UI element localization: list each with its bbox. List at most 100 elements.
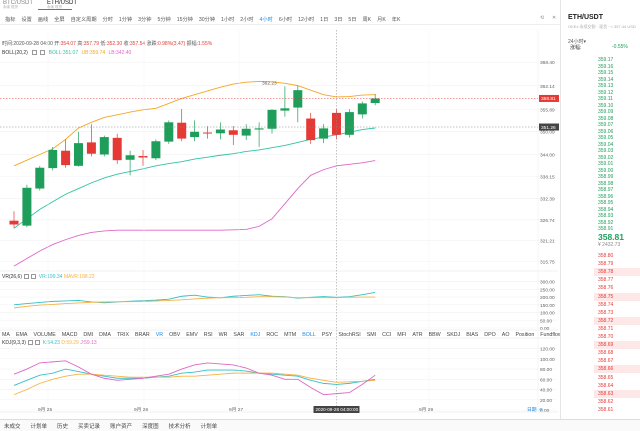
ask-row[interactable]: 359.11: [598, 96, 613, 102]
bid-row[interactable]: 358.80: [598, 253, 614, 259]
candle-body[interactable]: [370, 98, 380, 104]
vr-close-button[interactable]: [31, 274, 37, 280]
ask-row[interactable]: 359.06: [598, 128, 614, 135]
toolbar-item-6[interactable]: 1分钟: [118, 16, 133, 23]
bid-row[interactable]: 358.73: [598, 309, 614, 316]
bid-row[interactable]: 358.74: [598, 301, 614, 308]
candle-body[interactable]: [203, 132, 212, 134]
ask-row[interactable]: 359.05: [598, 135, 614, 141]
indicator-position[interactable]: Position: [515, 332, 535, 338]
candle-body[interactable]: [228, 130, 238, 135]
candle-body[interactable]: [9, 220, 19, 225]
bid-row[interactable]: 358.65: [598, 374, 614, 381]
bid-row[interactable]: 358.64: [598, 382, 614, 389]
ask-row[interactable]: 359.16: [598, 63, 614, 70]
indicator-smi[interactable]: SMI: [366, 332, 377, 338]
bid-row[interactable]: 358.69: [598, 342, 614, 349]
ask-row[interactable]: 359.13: [598, 83, 614, 89]
toolbar-item-1[interactable]: 设置: [21, 16, 32, 23]
bottom-tab-0[interactable]: 未成交: [4, 423, 21, 430]
bid-row[interactable]: 358.70: [598, 334, 614, 340]
ask-row[interactable]: 359.10: [598, 102, 614, 109]
toolbar-item-16[interactable]: 1日: [320, 16, 329, 23]
ask-row[interactable]: 358.94: [598, 206, 614, 213]
indicator-obv[interactable]: OBV: [169, 332, 181, 338]
toolbar-item-21[interactable]: 年K: [391, 16, 401, 23]
toolbar-item-3[interactable]: 全屏: [54, 16, 65, 23]
indicator-bias[interactable]: BIAS: [466, 332, 479, 338]
indicator-ema[interactable]: EMA: [15, 332, 28, 338]
boll-settings-button[interactable]: [32, 50, 38, 56]
indicator-roc[interactable]: ROC: [266, 332, 279, 338]
toolbar-item-4[interactable]: 自定义周期: [70, 16, 97, 23]
candle-body[interactable]: [357, 103, 367, 115]
candle-body[interactable]: [151, 141, 161, 159]
toolbar-item-13[interactable]: 4小时: [259, 16, 273, 23]
ask-row[interactable]: 358.96: [598, 193, 614, 200]
indicator-atr[interactable]: ATR: [412, 332, 423, 338]
indicator-kdj[interactable]: KDJ: [250, 332, 261, 338]
pair-tab-0[interactable]: BTC/USDT 永续 现货: [3, 0, 33, 10]
bid-row[interactable]: 358.61: [598, 406, 614, 413]
bottom-tab-1[interactable]: 计划单: [30, 423, 48, 430]
toolbar-item-5[interactable]: 分时: [102, 16, 113, 23]
ask-row[interactable]: 359.02: [598, 154, 614, 161]
kdj-close-button[interactable]: [35, 340, 41, 346]
chart-canvas[interactable]: 368.40 362.14 355.89 350.09 344.00 338.15 332.…: [0, 0, 560, 419]
indicator-dmi[interactable]: DMI: [83, 332, 94, 338]
kdj-settings-button[interactable]: [28, 340, 34, 346]
bid-row[interactable]: 358.68: [598, 350, 614, 357]
indicator-stochrsi[interactable]: StochRSI: [338, 332, 361, 338]
toolbar-item-11[interactable]: 1小时: [221, 16, 235, 23]
indicator-dma[interactable]: DMA: [99, 332, 111, 338]
toolbar-item-10[interactable]: 30分钟: [198, 16, 216, 23]
candle-body[interactable]: [164, 122, 174, 142]
toolbar-item-14[interactable]: 6小时: [278, 16, 293, 23]
candle-body[interactable]: [99, 137, 109, 155]
indicator-skdj[interactable]: SKDJ: [446, 332, 461, 338]
indicator-mfi[interactable]: MFI: [397, 332, 407, 338]
ask-row[interactable]: 359.09: [598, 109, 614, 115]
toolbar-item-9[interactable]: 15分钟: [176, 16, 193, 23]
ask-row[interactable]: 359.17: [598, 57, 614, 63]
toolbar-item-15[interactable]: 12小时: [298, 16, 315, 23]
toolbar-item-2[interactable]: 画线: [37, 16, 49, 23]
toolbar-item-0[interactable]: 指标: [5, 16, 16, 23]
toolbar-item-19[interactable]: 周K: [362, 16, 372, 23]
bid-row[interactable]: 358.75: [598, 293, 614, 300]
bid-row[interactable]: 358.66: [598, 366, 614, 373]
indicator-psy[interactable]: PSY: [321, 332, 333, 338]
indicator-macd[interactable]: MACD: [61, 332, 78, 338]
candle-body[interactable]: [306, 118, 316, 141]
bottom-tab-6[interactable]: 技术分析: [168, 423, 191, 430]
candle-body[interactable]: [280, 108, 290, 111]
toolbar-item-7[interactable]: 3分钟: [138, 16, 152, 23]
candle-body[interactable]: [293, 90, 303, 108]
ask-row[interactable]: 359.00: [598, 167, 614, 174]
indicator-boll[interactable]: BOLL: [302, 332, 316, 338]
indicator-ma[interactable]: MA: [2, 332, 10, 338]
candle-body[interactable]: [319, 128, 329, 139]
bottom-tab-2[interactable]: 历史: [57, 423, 69, 430]
bottom-tab-3[interactable]: 买卖记录: [78, 423, 101, 430]
ask-row[interactable]: 359.07: [598, 122, 614, 128]
ask-row[interactable]: 359.01: [598, 161, 614, 167]
candle-body[interactable]: [190, 131, 200, 138]
candle-body[interactable]: [61, 150, 71, 166]
ask-row[interactable]: 358.95: [598, 200, 614, 206]
bid-row[interactable]: 358.76: [598, 285, 614, 292]
ask-row[interactable]: 358.99: [598, 174, 614, 180]
ask-row[interactable]: 358.91: [598, 226, 614, 232]
candle-body[interactable]: [112, 137, 122, 161]
ask-row[interactable]: 359.15: [598, 70, 614, 76]
ask-row[interactable]: 359.14: [598, 76, 614, 83]
candle-body[interactable]: [267, 109, 277, 129]
indicator-rsi[interactable]: RSI: [203, 332, 213, 338]
candle-body[interactable]: [138, 156, 148, 158]
candle-body[interactable]: [35, 167, 45, 189]
candle-body[interactable]: [344, 112, 354, 135]
bid-row[interactable]: 358.78: [598, 269, 614, 276]
candle-body[interactable]: [177, 122, 187, 139]
pair-tab-1[interactable]: ETH/USDT 永续 现货: [47, 0, 77, 10]
bid-row[interactable]: 358.67: [598, 358, 614, 365]
